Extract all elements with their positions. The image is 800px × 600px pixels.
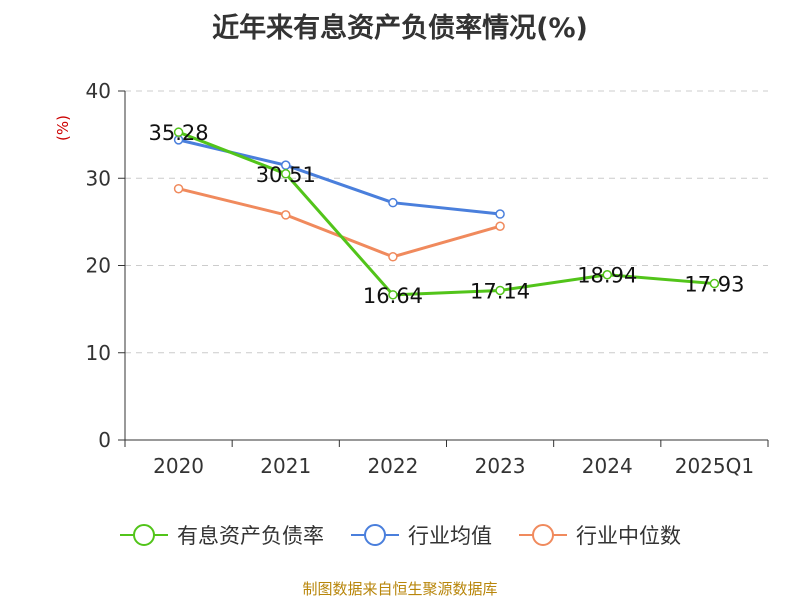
x-tick-label: 2025Q1 xyxy=(675,454,754,478)
data-point xyxy=(602,269,612,280)
x-tick-label: 2021 xyxy=(260,454,311,478)
series-lines xyxy=(173,127,720,300)
x-tick-label: 2020 xyxy=(153,454,204,478)
data-point xyxy=(495,209,505,219)
data-label: 16.64 xyxy=(363,284,423,308)
x-tick-label: 2024 xyxy=(582,454,633,478)
legend-label: 行业中位数 xyxy=(576,524,681,548)
data-point xyxy=(388,290,398,300)
legend: 有息资产负债率 行业均值 行业中位数 xyxy=(0,520,800,550)
legend-label: 行业均值 xyxy=(408,524,492,548)
legend-label: 有息资产负债率 xyxy=(177,524,324,548)
legend-swatch-marker xyxy=(532,524,554,546)
legend-swatch-marker xyxy=(364,524,386,546)
series-line xyxy=(178,130,715,297)
data-point xyxy=(495,285,505,296)
series-line xyxy=(178,187,501,259)
legend-swatch xyxy=(351,524,399,546)
legend-item[interactable]: 有息资产负债率 xyxy=(119,520,324,550)
data-label: 17.93 xyxy=(684,273,744,297)
data-label: 35.28 xyxy=(149,121,209,145)
y-tick-label: 10 xyxy=(86,341,111,365)
data-point xyxy=(495,221,505,231)
data-label: 30.51 xyxy=(256,163,316,187)
source-note: 制图数据来自恒生聚源数据库 xyxy=(302,580,498,598)
x-tick-label: 2022 xyxy=(367,454,418,478)
y-tick-label: 0 xyxy=(98,428,111,452)
legend-swatch-marker xyxy=(133,524,155,546)
y-tick-label: 30 xyxy=(86,166,111,190)
data-point xyxy=(388,197,398,208)
data-label: 17.14 xyxy=(470,279,530,303)
grid-lines xyxy=(125,90,768,354)
x-tick-label: 2023 xyxy=(475,454,526,478)
chart-title: 近年来有息资产负债率情况(%) xyxy=(212,13,588,44)
data-point xyxy=(173,127,184,137)
data-point xyxy=(709,278,720,289)
data-point xyxy=(388,252,398,262)
legend-swatch xyxy=(519,524,567,546)
y-axis-label: (%) xyxy=(54,115,72,141)
legend-item[interactable]: 行业均值 xyxy=(350,520,492,550)
data-point xyxy=(173,183,184,194)
data-point xyxy=(281,169,291,179)
data-point xyxy=(281,210,291,220)
legend-item[interactable]: 行业中位数 xyxy=(518,520,681,550)
y-tick-label: 40 xyxy=(86,79,111,103)
axes: 0 10 20 30 40 2020 2021 2022 2023 2024 2025Q1 (%) xyxy=(54,79,769,478)
y-tick-label: 20 xyxy=(86,254,111,278)
data-label: 18.94 xyxy=(577,264,637,288)
legend-swatch xyxy=(120,524,168,546)
data-labels: 35.28 30.51 16.64 17.14 18.94 17.93 xyxy=(149,121,745,308)
